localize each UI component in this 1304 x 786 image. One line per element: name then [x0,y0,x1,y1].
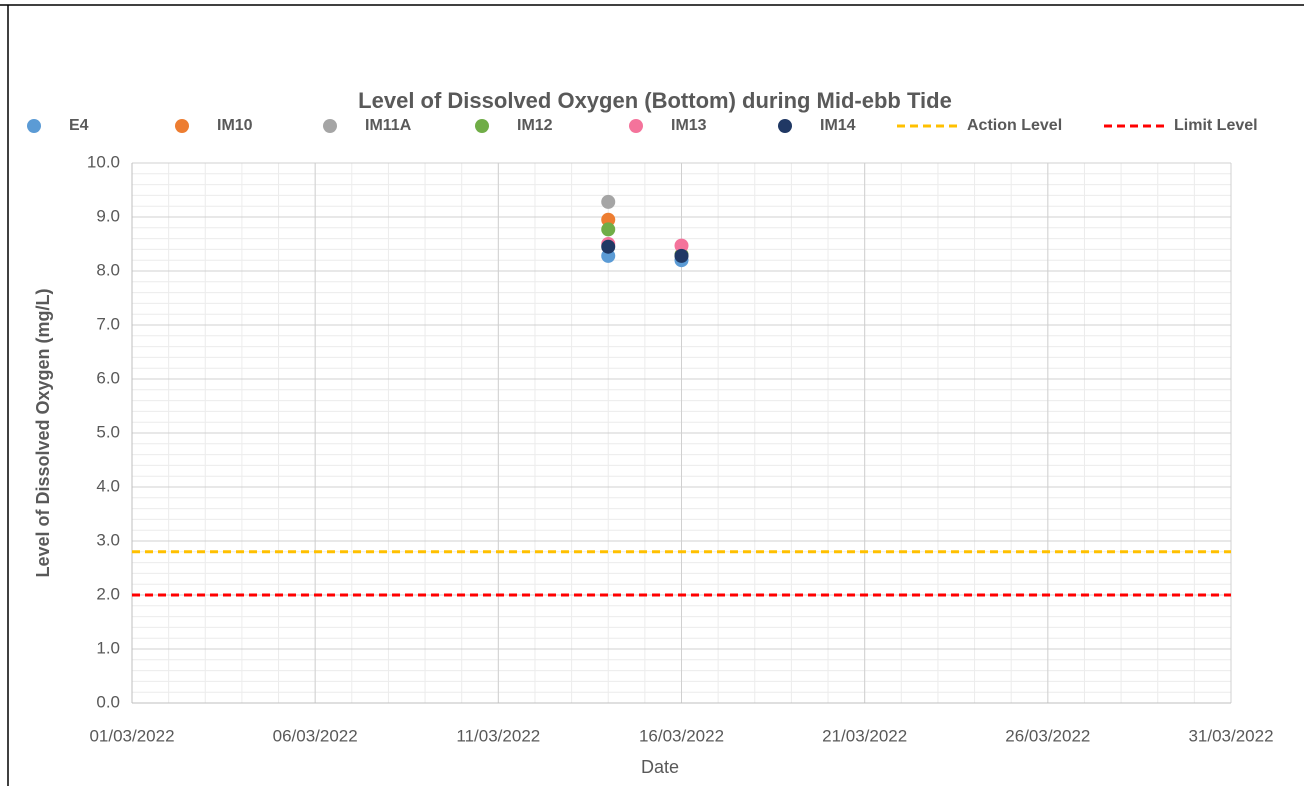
y-tick-label: 3.0 [96,530,120,549]
y-tick-label: 2.0 [96,584,120,603]
legend-label: IM13 [671,117,707,134]
x-tick-label: 31/03/2022 [1188,726,1273,745]
x-tick-label: 06/03/2022 [273,726,358,745]
legend-swatch [629,119,643,133]
x-tick-label: 16/03/2022 [639,726,724,745]
data-point [674,248,689,263]
legend-label: Action Level [967,117,1062,134]
data-point [601,212,616,227]
x-tick-label: 11/03/2022 [456,726,540,745]
legend-swatch [323,119,337,133]
legend-swatch [475,119,489,133]
y-axis-title: Level of Dissolved Oxygen (mg/L) [33,288,53,577]
y-tick-label: 10.0 [87,152,120,171]
x-tick-label: 26/03/2022 [1005,726,1090,745]
chart-title: Level of Dissolved Oxygen (Bottom) durin… [358,88,952,113]
data-point [674,238,689,253]
y-tick-label: 8.0 [96,260,120,279]
x-tick-label: 21/03/2022 [822,726,907,745]
data-point [601,239,616,254]
y-tick-label: 1.0 [96,638,120,657]
x-axis-title: Date [641,757,679,777]
legend-swatch [778,119,792,133]
y-tick-label: 9.0 [96,206,120,225]
y-tick-label: 0.0 [96,692,120,711]
x-tick-label: 01/03/2022 [89,726,174,745]
legend-label: IM11A [365,117,412,134]
legend-label: Limit Level [1174,117,1258,134]
legend-swatch [175,119,189,133]
legend-label: IM14 [820,117,856,134]
legend-swatch [27,119,41,133]
plot [132,194,1231,597]
legend-label: E4 [69,117,89,134]
data-point [601,194,616,209]
y-tick-label: 4.0 [96,476,120,495]
y-tick-label: 6.0 [96,368,120,387]
data-point [601,222,616,237]
legend-label: IM12 [517,117,553,134]
y-tick-label: 7.0 [96,314,120,333]
legend-label: IM10 [217,117,253,134]
y-tick-label: 5.0 [96,422,120,441]
